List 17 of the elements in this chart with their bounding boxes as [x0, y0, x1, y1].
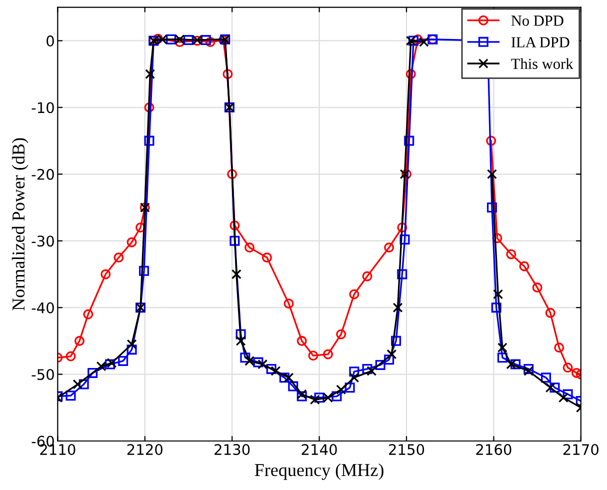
x-axis-title: Frequency (MHz) — [254, 463, 384, 480]
x-tick-label: 2120 — [127, 444, 162, 456]
x-tick-label: 2130 — [214, 444, 250, 456]
y-axis-title: Normalized Power (dB) — [12, 138, 28, 310]
legend-label: This work — [511, 58, 574, 70]
x-tick-label: 2150 — [389, 444, 424, 456]
x-tick-label: 2140 — [302, 444, 337, 456]
y-tick-label: 0 — [46, 35, 54, 46]
y-tick-label: -50 — [32, 369, 54, 380]
x-tick-label: 2160 — [476, 444, 512, 456]
x-tick-label: 2170 — [563, 444, 598, 456]
y-tick-label: -40 — [32, 302, 54, 314]
y-tick-label: -10 — [32, 102, 54, 114]
legend-label: ILA DPD — [511, 37, 570, 48]
y-tick-label: -30 — [32, 236, 54, 247]
legend-label: No DPD — [511, 16, 564, 26]
y-tick-label: -20 — [32, 168, 54, 180]
